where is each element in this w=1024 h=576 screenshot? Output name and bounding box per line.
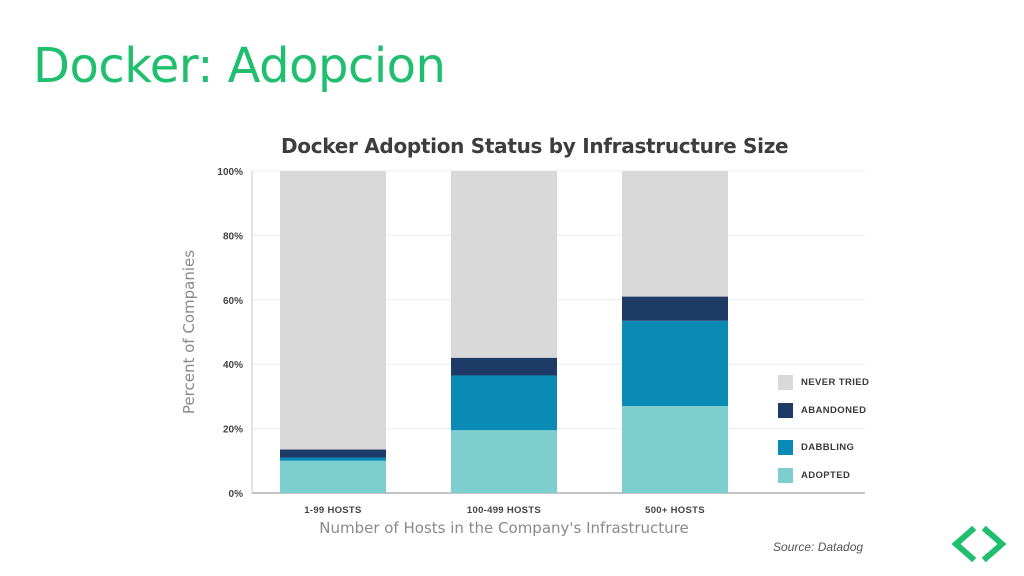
bar-segment-dabbling <box>451 375 557 431</box>
bar-segment-abandoned <box>622 296 728 321</box>
chart-title: Docker Adoption Status by Infrastructure… <box>281 134 789 158</box>
bar-segment-adopted <box>622 406 728 493</box>
source-note: Source: Datadog <box>773 540 864 554</box>
x-tick-label: 100-499 HOSTS <box>467 505 541 516</box>
legend-item-dabbling: DABBLING <box>778 437 854 457</box>
bar-segment-never-tried <box>622 171 728 297</box>
chevrons-left-right-icon[interactable] <box>950 524 1008 564</box>
y-tick-label: 0% <box>229 489 244 500</box>
legend-item-never-tried: NEVER TRIED <box>778 372 869 392</box>
legend-swatch <box>778 439 793 455</box>
bar-segment-never-tried <box>451 171 557 358</box>
legend-label: ABANDONED <box>801 404 867 416</box>
bar-segment-abandoned <box>280 449 386 458</box>
legend-label: ADOPTED <box>801 469 851 481</box>
bar-segment-dabbling <box>280 457 386 461</box>
x-tick-label: 500+ HOSTS <box>645 505 705 516</box>
legend-item-abandoned: ABANDONED <box>778 400 866 420</box>
legend-swatch <box>778 374 793 390</box>
y-tick-label: 80% <box>223 231 243 242</box>
slide-title: Docker: Adopcion <box>33 38 446 94</box>
x-tick-label: 1-99 HOSTS <box>304 505 361 516</box>
legend-swatch <box>778 402 793 418</box>
bar-segment-abandoned <box>451 357 557 376</box>
y-axis-label: Percent of Companies <box>180 249 198 415</box>
legend-item-adopted: ADOPTED <box>778 465 850 485</box>
bar-segment-dabbling <box>622 320 728 407</box>
bar-segment-never-tried <box>280 171 386 450</box>
legend-label: NEVER TRIED <box>801 376 870 388</box>
legend-label: DABBLING <box>801 441 855 453</box>
legend-swatch <box>778 467 793 483</box>
y-tick-label: 60% <box>223 296 243 307</box>
x-axis-label: Number of Hosts in the Company's Infrast… <box>319 519 689 537</box>
bar-segment-adopted <box>451 430 557 493</box>
bar-segment-adopted <box>280 460 386 493</box>
y-tick-label: 100% <box>217 167 243 178</box>
y-tick-label: 40% <box>223 360 243 371</box>
y-tick-label: 20% <box>223 425 243 436</box>
